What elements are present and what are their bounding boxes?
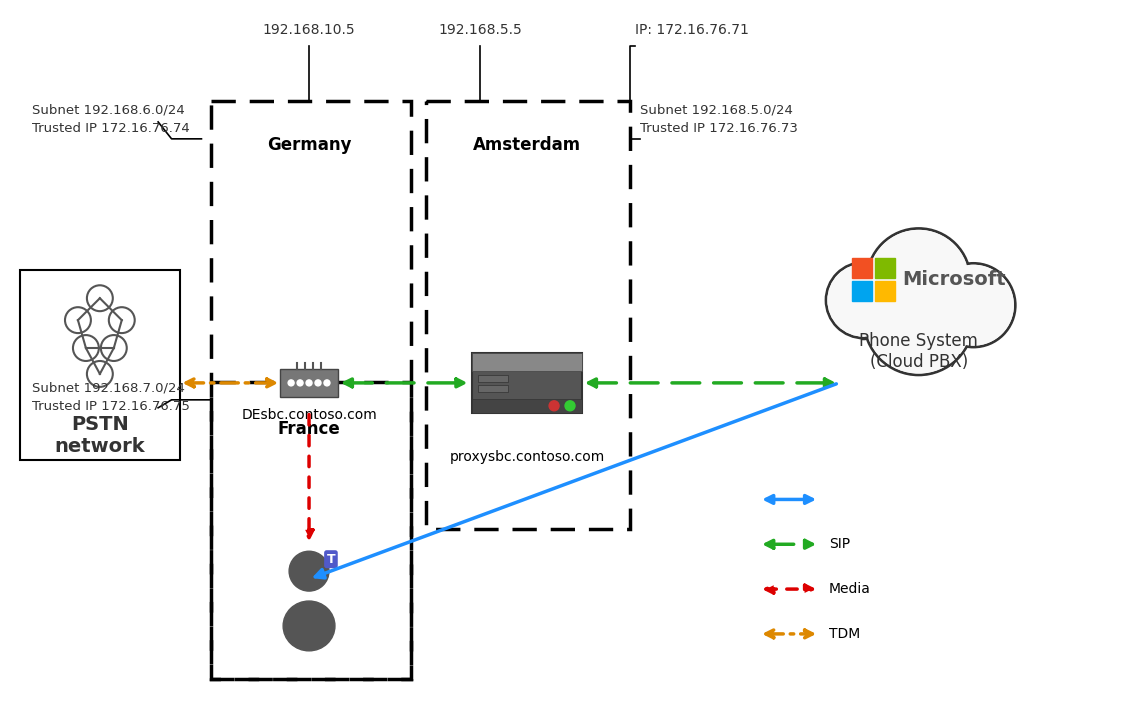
Bar (473, 353, 582, 371)
Text: Germany: Germany (267, 136, 351, 154)
Bar (478, 375, 508, 382)
Bar (875, 258, 895, 278)
Text: Trusted IP 172.16.76.75: Trusted IP 172.16.76.75 (32, 400, 190, 413)
Text: Media: Media (829, 582, 871, 596)
Bar (852, 281, 872, 301)
Text: Subnet 192.168.5.0/24: Subnet 192.168.5.0/24 (640, 104, 793, 117)
Text: IP: 172.16.76.71: IP: 172.16.76.71 (634, 23, 749, 37)
Bar (280, 369, 338, 397)
Circle shape (826, 262, 902, 338)
Text: Phone System
(Cloud PBX): Phone System (Cloud PBX) (859, 332, 978, 371)
Bar (211, 101, 411, 679)
Circle shape (864, 266, 974, 375)
Bar (473, 399, 582, 413)
Bar (211, 382, 411, 679)
Bar (852, 258, 872, 278)
Text: Microsoft: Microsoft (903, 270, 1006, 289)
Ellipse shape (283, 601, 335, 651)
Circle shape (565, 401, 575, 411)
Text: 192.168.5.5: 192.168.5.5 (438, 23, 522, 37)
Bar (875, 281, 895, 301)
Text: SIP: SIP (829, 538, 850, 551)
Circle shape (306, 380, 312, 386)
Bar (21, 271, 180, 459)
Circle shape (866, 267, 972, 373)
Circle shape (868, 231, 968, 330)
Text: proxysbc.contoso.com: proxysbc.contoso.com (450, 450, 604, 464)
Circle shape (315, 380, 321, 386)
Circle shape (289, 551, 329, 591)
Text: T: T (327, 553, 335, 566)
Circle shape (288, 380, 294, 386)
Circle shape (867, 229, 970, 332)
Text: Subnet 192.168.6.0/24: Subnet 192.168.6.0/24 (32, 104, 185, 117)
Text: TDM: TDM (829, 627, 860, 641)
Circle shape (323, 380, 330, 386)
Text: Amsterdam: Amsterdam (473, 136, 582, 154)
Bar (473, 353, 582, 413)
Text: 192.168.10.5: 192.168.10.5 (263, 23, 356, 37)
Text: Subnet 192.168.7.0/24: Subnet 192.168.7.0/24 (32, 382, 185, 395)
Circle shape (828, 264, 899, 336)
Text: Trusted IP 172.16.76.73: Trusted IP 172.16.76.73 (640, 122, 797, 135)
Text: DEsbc.contoso.com: DEsbc.contoso.com (241, 408, 377, 422)
Text: Trusted IP 172.16.76.74: Trusted IP 172.16.76.74 (32, 122, 190, 135)
Circle shape (934, 266, 1013, 345)
Bar (478, 385, 508, 392)
Text: France: France (278, 420, 341, 438)
Circle shape (931, 263, 1015, 347)
Circle shape (549, 401, 559, 411)
Bar (426, 101, 630, 529)
Text: PSTN
network: PSTN network (55, 415, 146, 456)
Circle shape (297, 380, 303, 386)
